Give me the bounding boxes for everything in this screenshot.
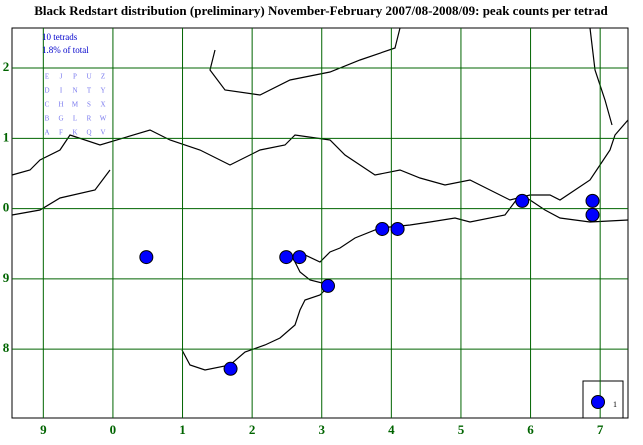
boundary	[209, 27, 401, 96]
tetrad-letter: X	[100, 101, 105, 109]
y-tick-label: 8	[3, 340, 10, 355]
coast-north	[11, 119, 629, 201]
record-dot	[515, 193, 530, 208]
tetrad-letter: V	[100, 129, 105, 137]
tetrad-letter: L	[73, 115, 77, 123]
tetrad-letter: W	[100, 115, 107, 123]
tetrad-letter: P	[73, 73, 77, 81]
x-tick-label: 2	[249, 422, 256, 437]
x-tick-label: 6	[527, 422, 534, 437]
record-dot	[390, 221, 405, 236]
tetrad-letter: R	[87, 115, 92, 123]
tetrad-letter: J	[60, 73, 63, 81]
tetrad-letter: Y	[100, 87, 105, 95]
x-tick-label: 7	[597, 422, 604, 437]
tetrad-letter: D	[44, 87, 49, 95]
tetrad-letter: B	[45, 115, 50, 123]
tetrad-letter: A	[44, 129, 49, 137]
y-tick-label: 9	[3, 270, 10, 285]
tetrad-letter: Z	[101, 73, 105, 81]
x-tick-label: 4	[388, 422, 395, 437]
record-dot	[321, 278, 336, 293]
legend-label: 1	[613, 400, 617, 409]
info-text: 1.8% of total	[42, 45, 89, 55]
tetrad-letter: E	[45, 73, 49, 81]
record-dot	[223, 361, 238, 376]
tetrad-letter: M	[72, 101, 79, 109]
map-frame	[11, 27, 629, 419]
tetrad-letter: I	[60, 87, 63, 95]
legend-dot	[591, 395, 605, 409]
tetrad-letter: N	[72, 87, 77, 95]
tetrad-letter: F	[59, 129, 63, 137]
y-tick-label: 1	[3, 129, 10, 144]
tetrad-letter: U	[86, 73, 91, 81]
record-dot	[585, 193, 600, 208]
record-dot	[279, 250, 294, 265]
tetrad-letter: C	[45, 101, 50, 109]
record-dot	[585, 207, 600, 222]
record-dot	[375, 221, 390, 236]
info-text: 10 tetrads	[42, 32, 78, 42]
x-tick-label: 3	[318, 422, 325, 437]
y-tick-label: 2	[3, 59, 10, 74]
coast-west	[11, 169, 111, 216]
record-dot	[139, 250, 154, 265]
tetrad-letter: K	[72, 129, 77, 137]
tetrad-letter: Q	[86, 129, 91, 137]
tetrad-letter: H	[58, 101, 63, 109]
map-title: Black Redstart distribution (preliminary…	[34, 3, 608, 18]
y-tick-label: 0	[3, 200, 10, 215]
tetrad-letter: S	[87, 101, 91, 109]
record-dot	[292, 250, 307, 265]
x-tick-label: 5	[458, 422, 465, 437]
x-tick-label: 1	[179, 422, 186, 437]
tetrad-letter: G	[58, 115, 63, 123]
tetrad-letter: T	[87, 87, 92, 95]
x-tick-label: 9	[40, 422, 47, 437]
x-tick-label: 0	[110, 422, 117, 437]
